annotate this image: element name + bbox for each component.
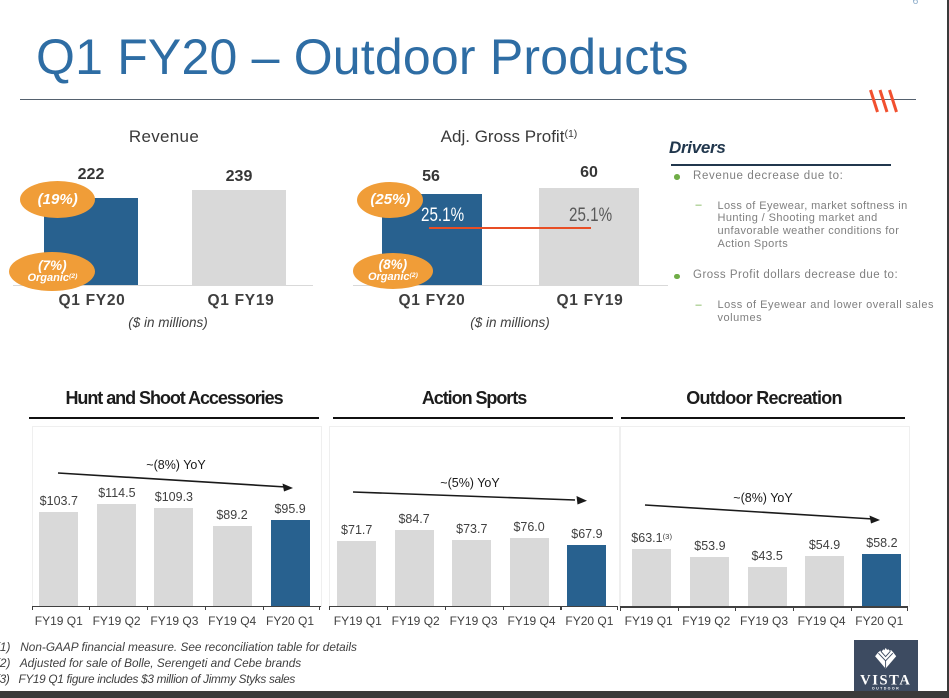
svg-text:OUTDOOR: OUTDOOR bbox=[872, 687, 900, 691]
svg-text:VISTA: VISTA bbox=[860, 673, 911, 689]
